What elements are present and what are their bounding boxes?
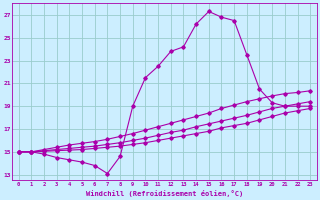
X-axis label: Windchill (Refroidissement éolien,°C): Windchill (Refroidissement éolien,°C) bbox=[86, 190, 243, 197]
